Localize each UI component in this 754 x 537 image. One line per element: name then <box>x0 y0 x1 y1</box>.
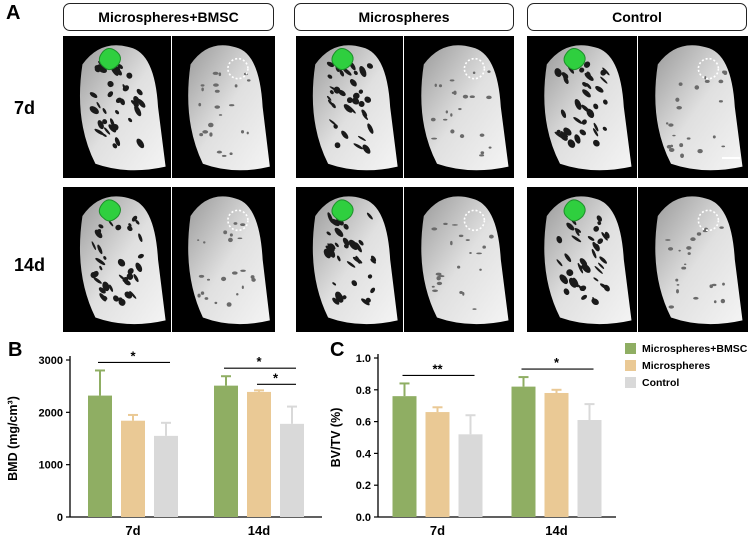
bar-microspheres-bmsc-14d <box>214 385 238 517</box>
ct-image-microspheres-7d-surface <box>404 36 514 178</box>
ct-image-microspheres-bmsc-7d-sagittal <box>63 36 171 178</box>
bar-control-7d <box>458 434 483 517</box>
y-axis-label: BV/TV (%) <box>329 408 343 468</box>
panel-a-letter: A <box>6 2 21 24</box>
group-header-control: Control <box>527 3 747 31</box>
bar-control-14d <box>280 423 304 517</box>
legend-label-microspheres: Microspheres <box>642 359 711 372</box>
y-tick-label: 0 <box>57 512 63 524</box>
legend: Microspheres+BMSC Microspheres Control <box>625 340 747 391</box>
significance-label: * <box>273 370 279 385</box>
group-header-microspheres: Microspheres <box>294 3 514 31</box>
y-tick-label: 0.0 <box>356 512 371 524</box>
significance-label: * <box>554 355 560 370</box>
legend-item-microspheres: Microspheres <box>625 357 747 374</box>
legend-label-microspheres-bmsc: Microspheres+BMSC <box>642 342 748 355</box>
ct-image-microspheres-14d-surface <box>404 187 514 332</box>
ct-image-microspheres-14d-sagittal <box>296 187 403 332</box>
bar-microspheres-14d <box>544 392 569 517</box>
significance-label: * <box>130 348 136 363</box>
y-tick-label: 1.0 <box>356 353 371 365</box>
bar-microspheres-14d <box>247 391 271 517</box>
ct-image-control-14d-surface <box>638 187 748 332</box>
y-tick-label: 2000 <box>39 407 63 419</box>
bar-microspheres-7d <box>425 412 450 517</box>
x-tick-label-7d: 7d <box>125 523 140 537</box>
bar-microspheres-bmsc-7d <box>88 395 112 517</box>
ct-image-microspheres-bmsc-14d-surface <box>172 187 275 332</box>
legend-item-microspheres-bmsc: Microspheres+BMSC <box>625 340 747 357</box>
x-tick-label-14d: 14d <box>545 523 567 537</box>
y-tick-label: 1000 <box>39 460 63 472</box>
ct-image-microspheres-bmsc-7d-surface <box>172 36 275 178</box>
row-label-14d: 14d <box>14 255 46 275</box>
panel-letter-c: C <box>330 339 344 361</box>
ct-image-control-14d-sagittal <box>527 187 637 332</box>
x-tick-label-14d: 14d <box>248 523 270 537</box>
legend-swatch-microspheres-bmsc <box>625 343 636 354</box>
bvtv-bar-chart: C0.00.20.40.60.81.0BV/TV (%)7d 14d** * <box>329 339 616 537</box>
y-tick-label: 3000 <box>39 355 63 367</box>
significance-label: ** <box>432 361 443 376</box>
bar-control-7d <box>154 435 178 517</box>
bar-microspheres-bmsc-7d <box>392 396 417 517</box>
ct-image-microspheres-7d-sagittal <box>296 36 403 178</box>
group-header-microspheres-bmsc: Microspheres+BMSC <box>63 3 274 31</box>
y-tick-label: 0.4 <box>356 448 372 460</box>
x-tick-label-7d: 7d <box>430 523 445 537</box>
ct-image-microspheres-bmsc-14d-sagittal <box>63 187 171 332</box>
bar-microspheres-bmsc-14d <box>511 386 536 517</box>
ct-image-control-7d-sagittal <box>527 36 637 178</box>
bmd-bar-chart: B 0 1000 2000 3000 BMD (mg/cm³) 7d 14d * * * <box>6 339 322 537</box>
y-tick-label: 0.6 <box>356 417 371 429</box>
ct-image-control-7d-surface <box>638 36 748 178</box>
legend-label-control: Control <box>642 376 680 389</box>
y-tick-label: 0.8 <box>356 385 371 397</box>
bar-control-14d <box>577 420 602 517</box>
panel-letter-b: B <box>8 339 22 361</box>
legend-swatch-control <box>625 377 636 388</box>
legend-item-control: Control <box>625 374 747 391</box>
y-tick-label: 0.2 <box>356 480 371 492</box>
y-axis-label: BMD (mg/cm³) <box>6 396 20 481</box>
significance-label: * <box>256 354 262 369</box>
bar-microspheres-7d <box>121 420 145 517</box>
row-label-7d: 7d <box>14 98 36 118</box>
legend-swatch-microspheres <box>625 360 636 371</box>
